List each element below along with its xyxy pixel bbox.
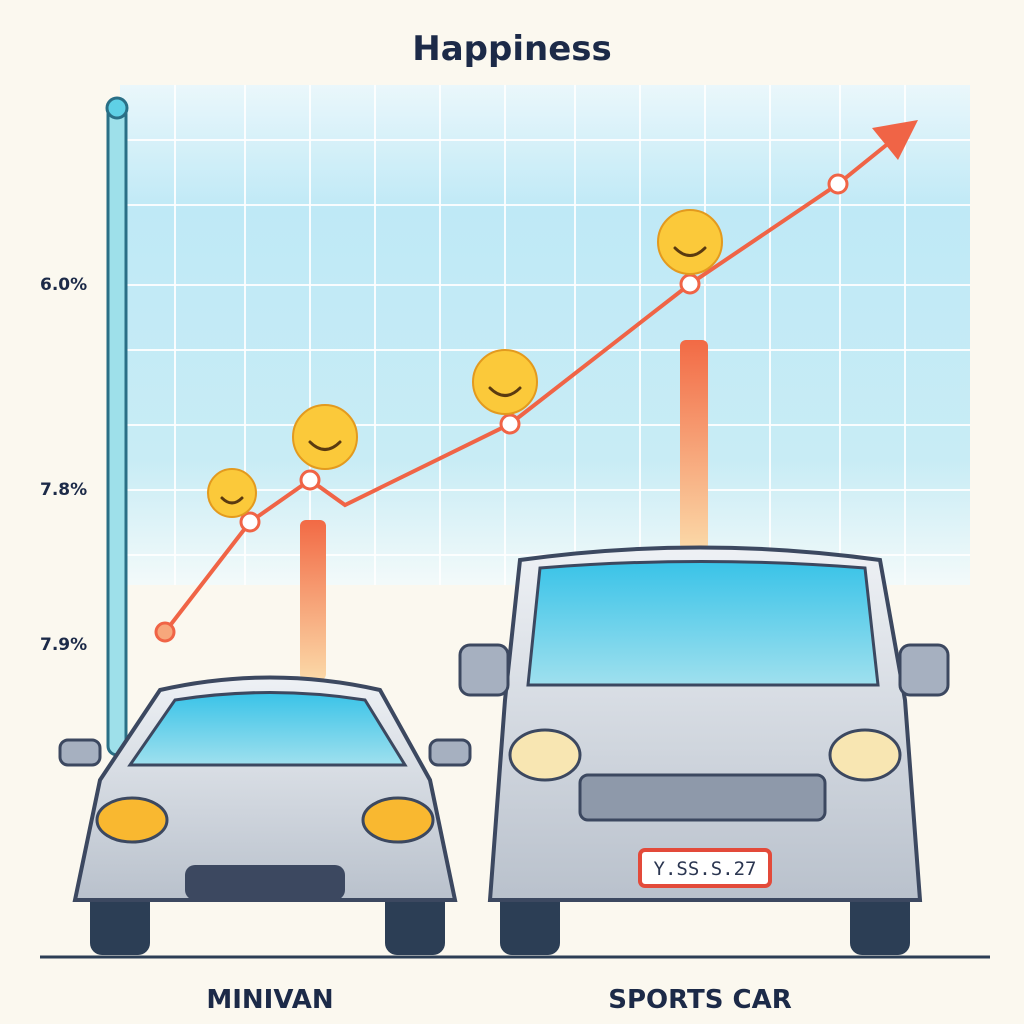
title: Happiness (412, 29, 611, 69)
bar (680, 340, 708, 550)
license-plate: Y.SS.S.27 (654, 858, 757, 880)
axis-label: 7.8% (40, 480, 87, 500)
minivan: Y.SS.S.27 (458, 545, 950, 955)
category-label: SPORTS CAR (608, 985, 791, 1015)
axis-cap (105, 96, 129, 120)
smileys (207, 209, 723, 518)
category-label: MINIVAN (206, 985, 333, 1015)
y-axis (106, 103, 128, 757)
arrow-head (872, 120, 918, 160)
points (154, 173, 849, 643)
grid-area (120, 85, 970, 585)
smiles (220, 246, 707, 505)
trend-line (163, 128, 907, 634)
bar (300, 520, 326, 680)
sports-car (58, 675, 472, 955)
axis-label: 7.9% (40, 635, 87, 655)
axis-label: 6.0% (40, 275, 87, 295)
